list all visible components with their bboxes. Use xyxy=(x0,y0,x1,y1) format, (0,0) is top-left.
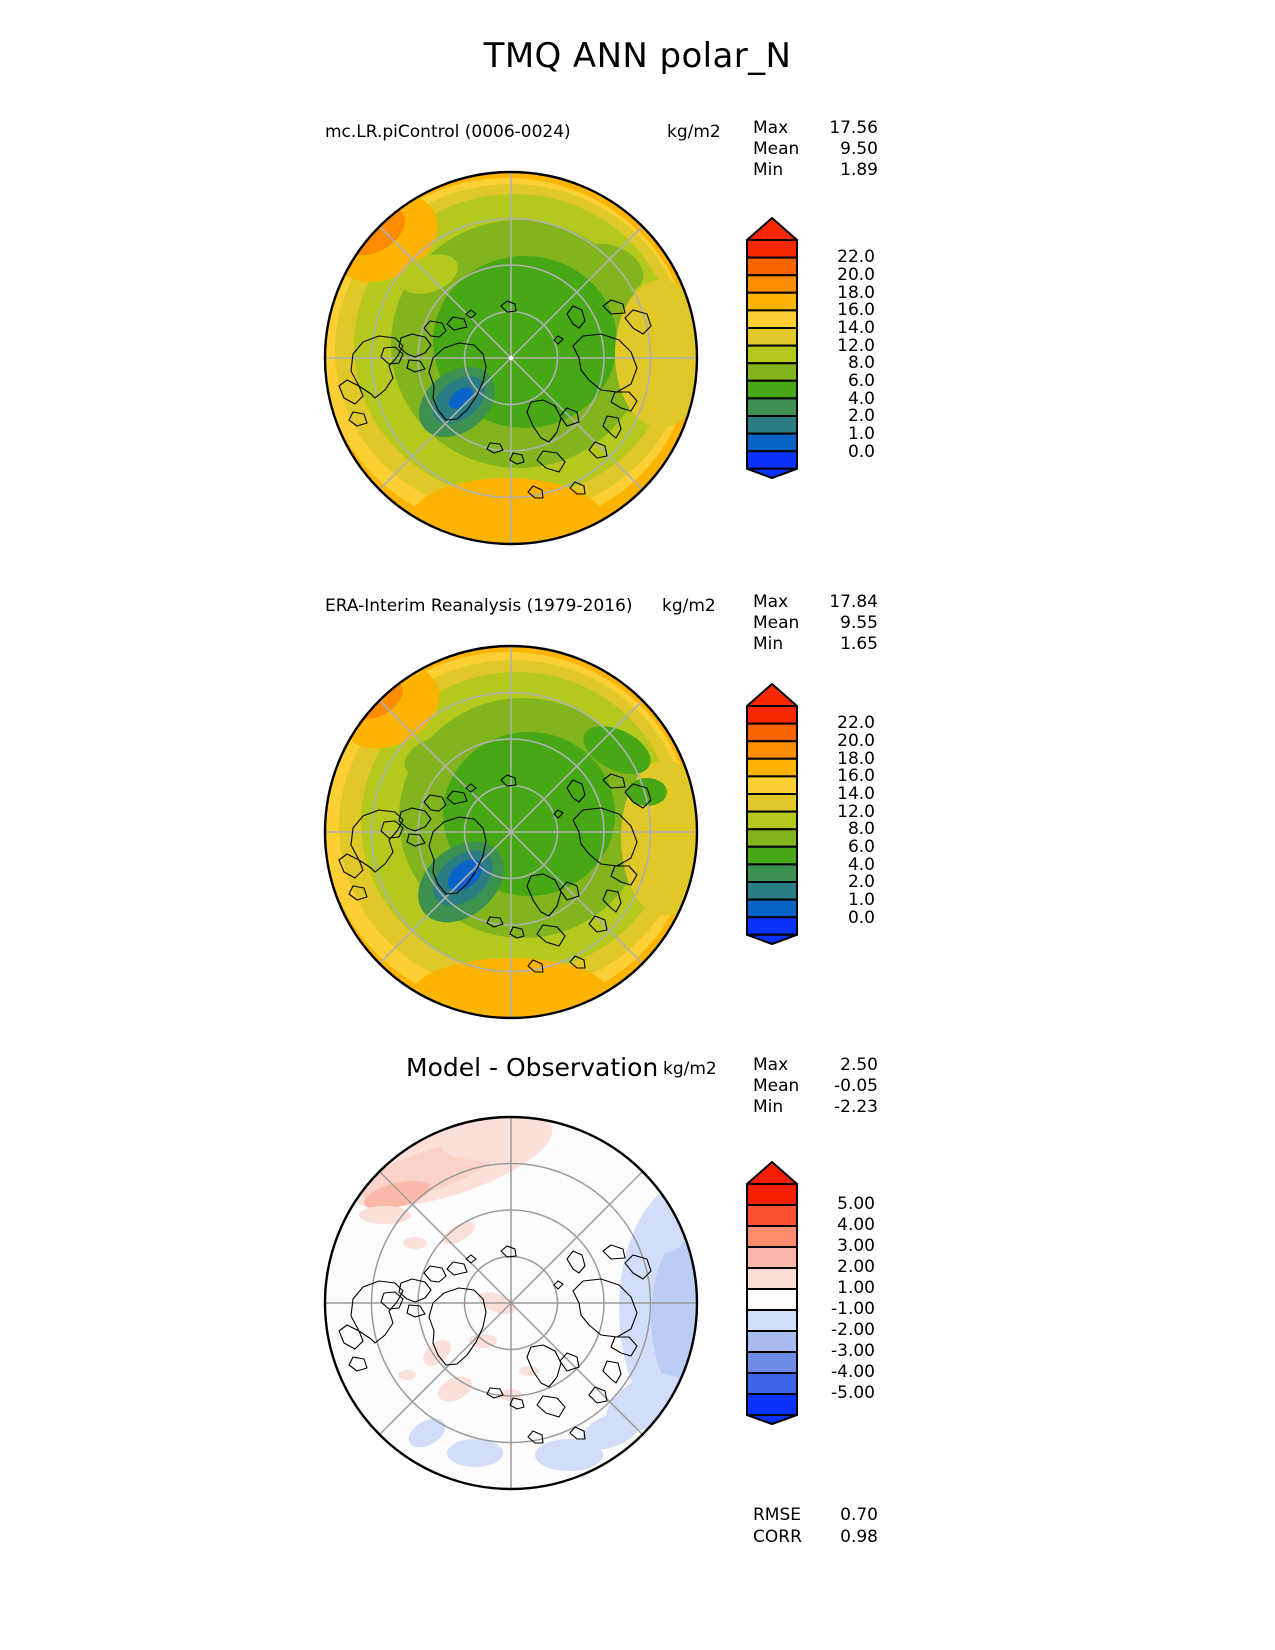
stat-value: 9.55 xyxy=(840,613,878,633)
stat-label: Max xyxy=(753,118,789,138)
stat-label: Max xyxy=(753,592,789,612)
polar-map-svg xyxy=(323,644,699,1020)
colorbar-svg[interactable] xyxy=(741,680,803,948)
stat-label: Min xyxy=(753,1097,784,1117)
cb-tick: 20.0 xyxy=(837,265,875,285)
stat-row: Max 17.56 xyxy=(753,118,878,139)
panel-title-difference: Model - Observation xyxy=(406,1053,659,1082)
cb-tick: 18.0 xyxy=(837,283,875,303)
page-title: TMQ ANN polar_N xyxy=(483,36,792,76)
graticule-layer xyxy=(325,1117,697,1489)
stat-value: 1.89 xyxy=(840,160,878,180)
metric-value: 0.70 xyxy=(840,1505,878,1525)
graticule-layer xyxy=(325,646,697,1018)
cb-tick: -2.00 xyxy=(831,1320,875,1340)
cb-tick: 4.00 xyxy=(837,1215,875,1235)
stat-row: Max 2.50 xyxy=(753,1055,878,1076)
stat-value: 17.56 xyxy=(829,118,878,138)
cb-tick: 2.0 xyxy=(847,872,875,892)
globe-outline xyxy=(323,1115,699,1491)
stat-value: -0.05 xyxy=(834,1076,878,1096)
stat-label: Min xyxy=(753,634,784,654)
stats-block-difference: Max 2.50 Mean -0.05 Min -2.23 xyxy=(753,1055,878,1118)
polar-map-svg xyxy=(323,170,699,546)
stats-block-observation: Max 17.84 Mean 9.55 Min 1.65 xyxy=(753,592,878,655)
cb-tick: 0.0 xyxy=(847,442,875,462)
cb-tick: 22.0 xyxy=(837,247,875,267)
cb-tick: 12.0 xyxy=(837,802,875,822)
cb-tick: 1.0 xyxy=(847,424,875,444)
cb-tick: 8.0 xyxy=(847,819,875,839)
panel-units-difference: kg/m2 xyxy=(663,1059,717,1079)
panel-header: ERA-Interim Reanalysis (1979-2016) kg/m2 xyxy=(0,592,1275,620)
footer-metrics: RMSE 0.70 CORR 0.98 xyxy=(753,1504,878,1548)
cb-tick: 12.0 xyxy=(837,336,875,356)
stat-row: Max 17.84 xyxy=(753,592,878,613)
cb-tick: 2.0 xyxy=(847,406,875,426)
cb-tick: 20.0 xyxy=(837,731,875,751)
stat-row: Min 1.65 xyxy=(753,634,878,655)
polar-map-model xyxy=(311,158,711,562)
panel-title-observation: ERA-Interim Reanalysis (1979-2016) xyxy=(325,596,633,616)
globe-outline xyxy=(323,170,699,546)
cb-tick: 18.0 xyxy=(837,749,875,769)
colorbar-difference[interactable]: 5.00 4.00 3.00 2.00 1.00 -1.00 -2.00 -3.… xyxy=(741,1158,875,1430)
metric-label: RMSE xyxy=(753,1505,802,1525)
metric-value: 0.98 xyxy=(840,1527,878,1547)
stat-value: 9.50 xyxy=(840,139,878,159)
colorbar-model[interactable]: 22.0 20.0 18.0 16.0 14.0 12.0 8.0 6.0 4.… xyxy=(741,214,875,486)
polar-map-svg xyxy=(323,1115,699,1491)
cb-tick: 14.0 xyxy=(837,784,875,804)
cb-tick: 16.0 xyxy=(837,766,875,786)
panel-header: Model - Observation kg/m2 xyxy=(0,1053,1275,1083)
cb-tick: 22.0 xyxy=(837,713,875,733)
cb-tick: 16.0 xyxy=(837,300,875,320)
north-pole-marker xyxy=(508,355,514,361)
polar-map-difference xyxy=(311,1103,711,1507)
metric-row: CORR 0.98 xyxy=(753,1526,878,1548)
colorbar-svg[interactable] xyxy=(741,1158,803,1426)
panel-title-model: mc.LR.piControl (0006-0024) xyxy=(325,122,571,142)
metric-row: RMSE 0.70 xyxy=(753,1504,878,1526)
panel-units-observation: kg/m2 xyxy=(662,596,716,616)
cb-tick: 2.00 xyxy=(837,1257,875,1277)
cb-tick: 4.0 xyxy=(847,855,875,875)
stat-label: Mean xyxy=(753,1076,800,1096)
cb-tick: -4.00 xyxy=(831,1362,875,1382)
cb-tick: 1.00 xyxy=(837,1278,875,1298)
stat-row: Mean 9.55 xyxy=(753,613,878,634)
globe-outline xyxy=(323,644,699,1020)
stat-row: Min -2.23 xyxy=(753,1097,878,1118)
cb-tick: 1.0 xyxy=(847,890,875,910)
cb-tick: -5.00 xyxy=(831,1383,875,1403)
cb-tick: 5.00 xyxy=(837,1194,875,1214)
stat-value: 1.65 xyxy=(840,634,878,654)
stat-value: 2.50 xyxy=(840,1055,878,1075)
cb-tick: 6.0 xyxy=(847,837,875,857)
metric-label: CORR xyxy=(753,1527,802,1547)
cb-tick: -1.00 xyxy=(831,1299,875,1319)
stat-row: Mean 9.50 xyxy=(753,139,878,160)
panel-header: mc.LR.piControl (0006-0024) kg/m2 xyxy=(0,118,1275,146)
cb-tick: -3.00 xyxy=(831,1341,875,1361)
cb-tick: 4.0 xyxy=(847,389,875,409)
stat-label: Min xyxy=(753,160,784,180)
stat-row: Mean -0.05 xyxy=(753,1076,878,1097)
cb-tick: 8.0 xyxy=(847,353,875,373)
stat-label: Mean xyxy=(753,613,800,633)
stat-value: -2.23 xyxy=(834,1097,878,1117)
cb-tick: 14.0 xyxy=(837,318,875,338)
stats-block-model: Max 17.56 Mean 9.50 Min 1.89 xyxy=(753,118,878,181)
colorbar-svg[interactable] xyxy=(741,214,803,482)
cb-tick: 3.00 xyxy=(837,1236,875,1256)
panel-units-model: kg/m2 xyxy=(667,122,721,142)
stat-row: Min 1.89 xyxy=(753,160,878,181)
cb-tick: 6.0 xyxy=(847,371,875,391)
cb-tick: 0.0 xyxy=(847,908,875,928)
polar-map-observation xyxy=(311,632,711,1036)
stat-value: 17.84 xyxy=(829,592,878,612)
stat-label: Max xyxy=(753,1055,789,1075)
colorbar-observation[interactable]: 22.0 20.0 18.0 16.0 14.0 12.0 8.0 6.0 4.… xyxy=(741,680,875,952)
stat-label: Mean xyxy=(753,139,800,159)
